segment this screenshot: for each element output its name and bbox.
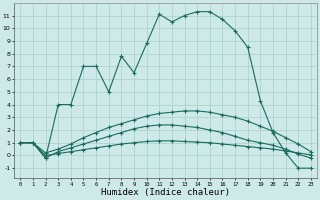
X-axis label: Humidex (Indice chaleur): Humidex (Indice chaleur) [101, 188, 230, 197]
